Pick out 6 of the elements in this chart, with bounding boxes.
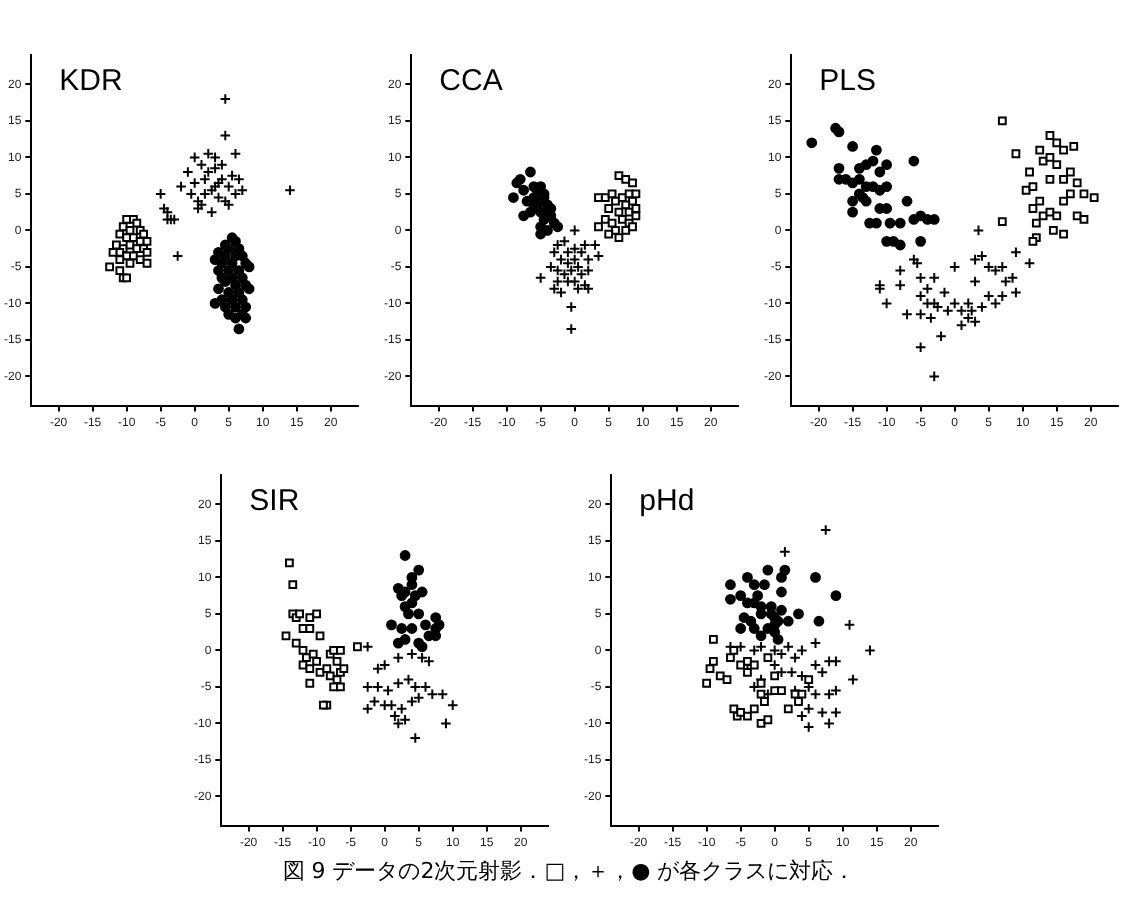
chart-title: CCA — [439, 64, 503, 99]
chart-title: SIR — [249, 484, 300, 519]
chart-title: pHd — [639, 484, 695, 519]
caption: 図 9 データの2次元射影．□，＋，● が各クラスに対応． — [280, 856, 858, 886]
chart-title: KDR — [59, 64, 124, 99]
chart-title: PLS — [819, 64, 877, 99]
